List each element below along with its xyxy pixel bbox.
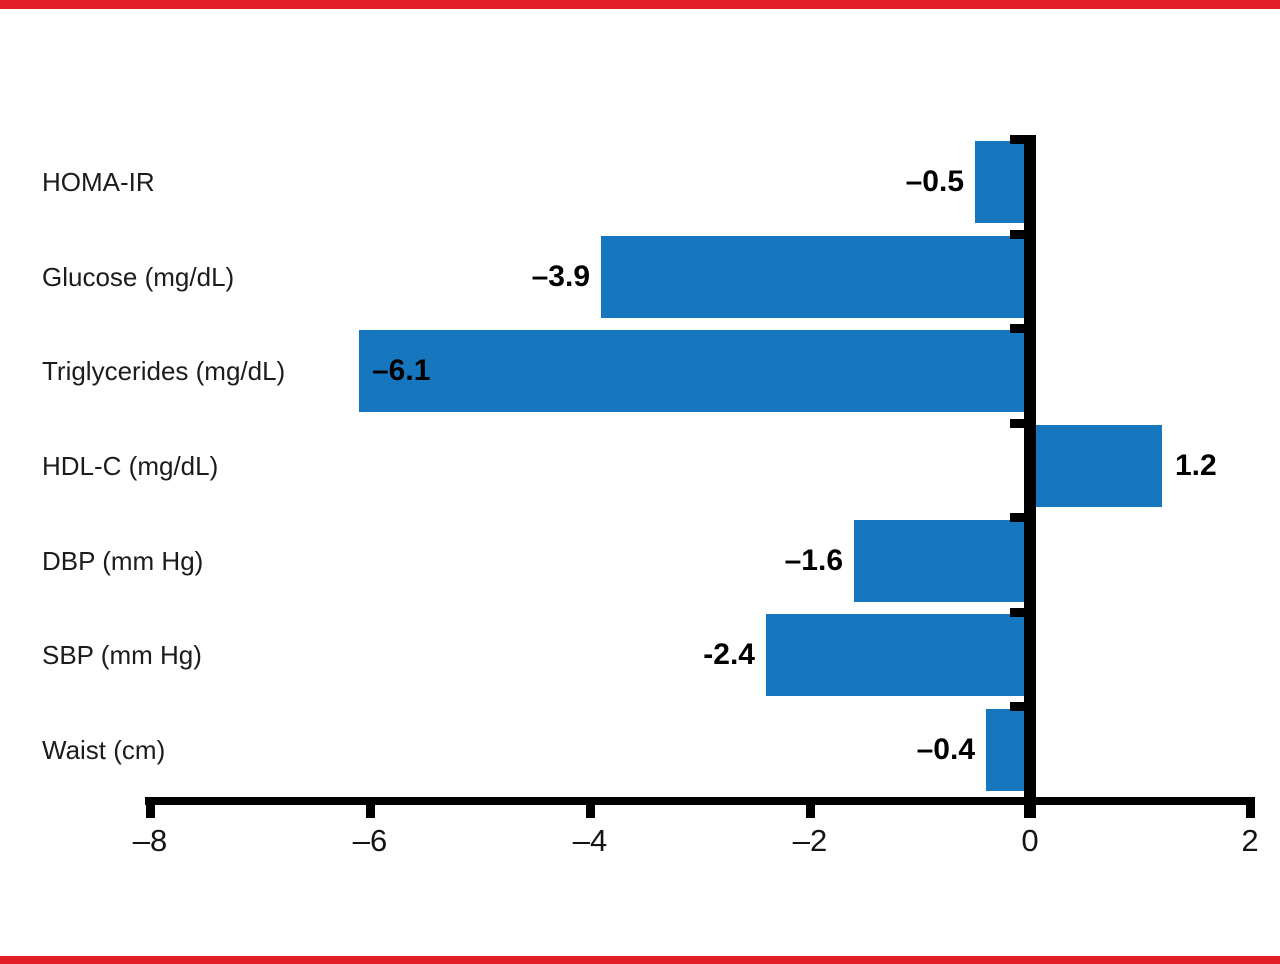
value-label: –0.4 — [916, 732, 975, 766]
value-label: –6.1 — [372, 354, 431, 388]
category-label: SBP (mm Hg) — [42, 640, 202, 671]
x-axis-tick — [146, 797, 155, 818]
value-label: –0.5 — [905, 165, 964, 199]
bar — [986, 708, 1026, 791]
bar — [601, 235, 1026, 318]
x-axis-tick-label: 0 — [1021, 823, 1039, 858]
category-tick — [1010, 702, 1024, 712]
category-tick — [1010, 324, 1024, 334]
x-axis-tick-label: –8 — [132, 823, 168, 858]
category-tick — [1010, 135, 1024, 144]
top-border-rule — [0, 0, 1280, 9]
bar — [854, 519, 1026, 602]
x-axis-tick-label: –4 — [572, 823, 608, 858]
category-label: Glucose (mg/dL) — [42, 261, 235, 292]
zero-axis-line — [1024, 135, 1036, 799]
category-label: HOMA-IR — [42, 167, 155, 198]
category-tick — [1010, 607, 1024, 617]
x-axis-line — [145, 797, 1255, 805]
category-tick — [1010, 513, 1024, 523]
category-label: DBP (mm Hg) — [42, 545, 204, 576]
category-tick — [1010, 229, 1024, 239]
x-axis-tick — [1024, 797, 1036, 818]
bar — [1036, 425, 1162, 507]
bar — [766, 614, 1026, 697]
value-label: –3.9 — [531, 259, 590, 293]
x-axis-tick — [366, 797, 375, 818]
value-label: -2.4 — [703, 638, 755, 672]
x-axis-tick — [1246, 797, 1255, 818]
x-axis-tick-label: 2 — [1241, 823, 1259, 858]
category-label: Triglycerides (mg/dL) — [42, 356, 286, 387]
bar — [359, 330, 1026, 413]
category-tick — [1010, 418, 1024, 428]
bottom-border-rule — [0, 956, 1280, 964]
x-axis-tick-label: –2 — [792, 823, 828, 858]
value-label: –1.6 — [784, 543, 843, 577]
category-label: HDL-C (mg/dL) — [42, 451, 219, 481]
x-axis-tick — [806, 797, 815, 818]
x-axis-tick-label: –6 — [352, 823, 388, 858]
bar — [975, 141, 1026, 224]
value-label: 1.2 — [1175, 449, 1217, 482]
category-label: Waist (cm) — [42, 734, 166, 765]
x-axis-tick — [586, 797, 595, 818]
